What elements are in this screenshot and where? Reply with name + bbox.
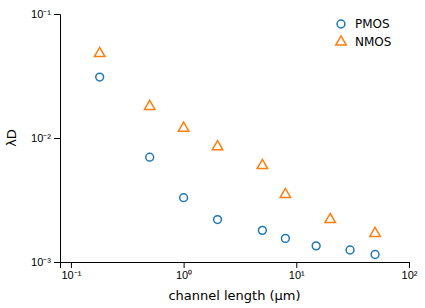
points: [94, 47, 380, 258]
point: [144, 100, 155, 109]
x-axis-line: [61, 263, 410, 269]
y-tick: 10⁻²: [31, 132, 60, 144]
legend-item: PMOS: [337, 17, 390, 31]
y-tick-mark: [54, 138, 60, 139]
x-tick-label: 10⁰: [176, 269, 192, 281]
series: [94, 47, 380, 236]
legend-symbol: [336, 36, 347, 45]
x-tick: 10²: [402, 262, 418, 281]
y-tick-mark: [54, 262, 60, 263]
point: [178, 122, 189, 131]
plot-area: 10⁻¹ 10⁰ 10¹ 10² 10⁻³ 10⁻² 10⁻¹ PMOS NMOS: [31, 8, 418, 281]
point: [346, 246, 354, 254]
point: [257, 159, 268, 168]
point: [371, 251, 379, 259]
y-axis-line: [54, 15, 61, 263]
x-tick-label: 10⁻¹: [61, 269, 81, 281]
legend-item: NMOS: [336, 35, 392, 49]
point: [180, 194, 188, 202]
point: [280, 188, 291, 197]
y-tick-label: 10⁻¹: [31, 8, 51, 20]
point: [214, 216, 222, 224]
point: [212, 141, 223, 150]
x-tick-mark: [71, 262, 72, 268]
x-tick-label: 10²: [402, 269, 418, 281]
point: [258, 226, 266, 234]
legend-label: NMOS: [355, 35, 391, 49]
x-tick-mark: [409, 262, 410, 268]
y-tick: 10⁻¹: [31, 8, 60, 20]
y-axis: 10⁻³ 10⁻² 10⁻¹: [31, 8, 60, 268]
point: [281, 234, 289, 242]
point: [312, 242, 320, 250]
series: [96, 73, 379, 258]
x-tick-mark: [184, 262, 185, 268]
point: [370, 227, 381, 236]
legend: PMOS NMOS: [336, 17, 392, 49]
x-tick-mark: [296, 262, 297, 268]
y-axis-title: λD: [4, 129, 19, 147]
y-tick-label: 10⁻²: [31, 132, 51, 144]
x-tick: 10⁻¹: [61, 262, 81, 281]
legend-symbol: [337, 20, 345, 28]
legend-label: PMOS: [355, 17, 390, 31]
x-axis: 10⁻¹ 10⁰ 10¹ 10²: [61, 262, 418, 281]
x-tick: 10⁰: [176, 262, 192, 281]
chart: 10⁻¹ 10⁰ 10¹ 10² 10⁻³ 10⁻² 10⁻¹ PMOS NMOS channel…: [0, 0, 425, 308]
point: [146, 153, 154, 161]
y-tick-label: 10⁻³: [31, 256, 51, 268]
point: [94, 47, 105, 56]
x-axis-title: channel length (μm): [168, 288, 300, 303]
point: [96, 73, 104, 81]
y-tick-mark: [54, 14, 60, 15]
x-tick: 10¹: [289, 262, 305, 281]
y-tick: 10⁻³: [31, 256, 60, 268]
point: [325, 213, 336, 222]
x-tick-label: 10¹: [289, 269, 305, 281]
